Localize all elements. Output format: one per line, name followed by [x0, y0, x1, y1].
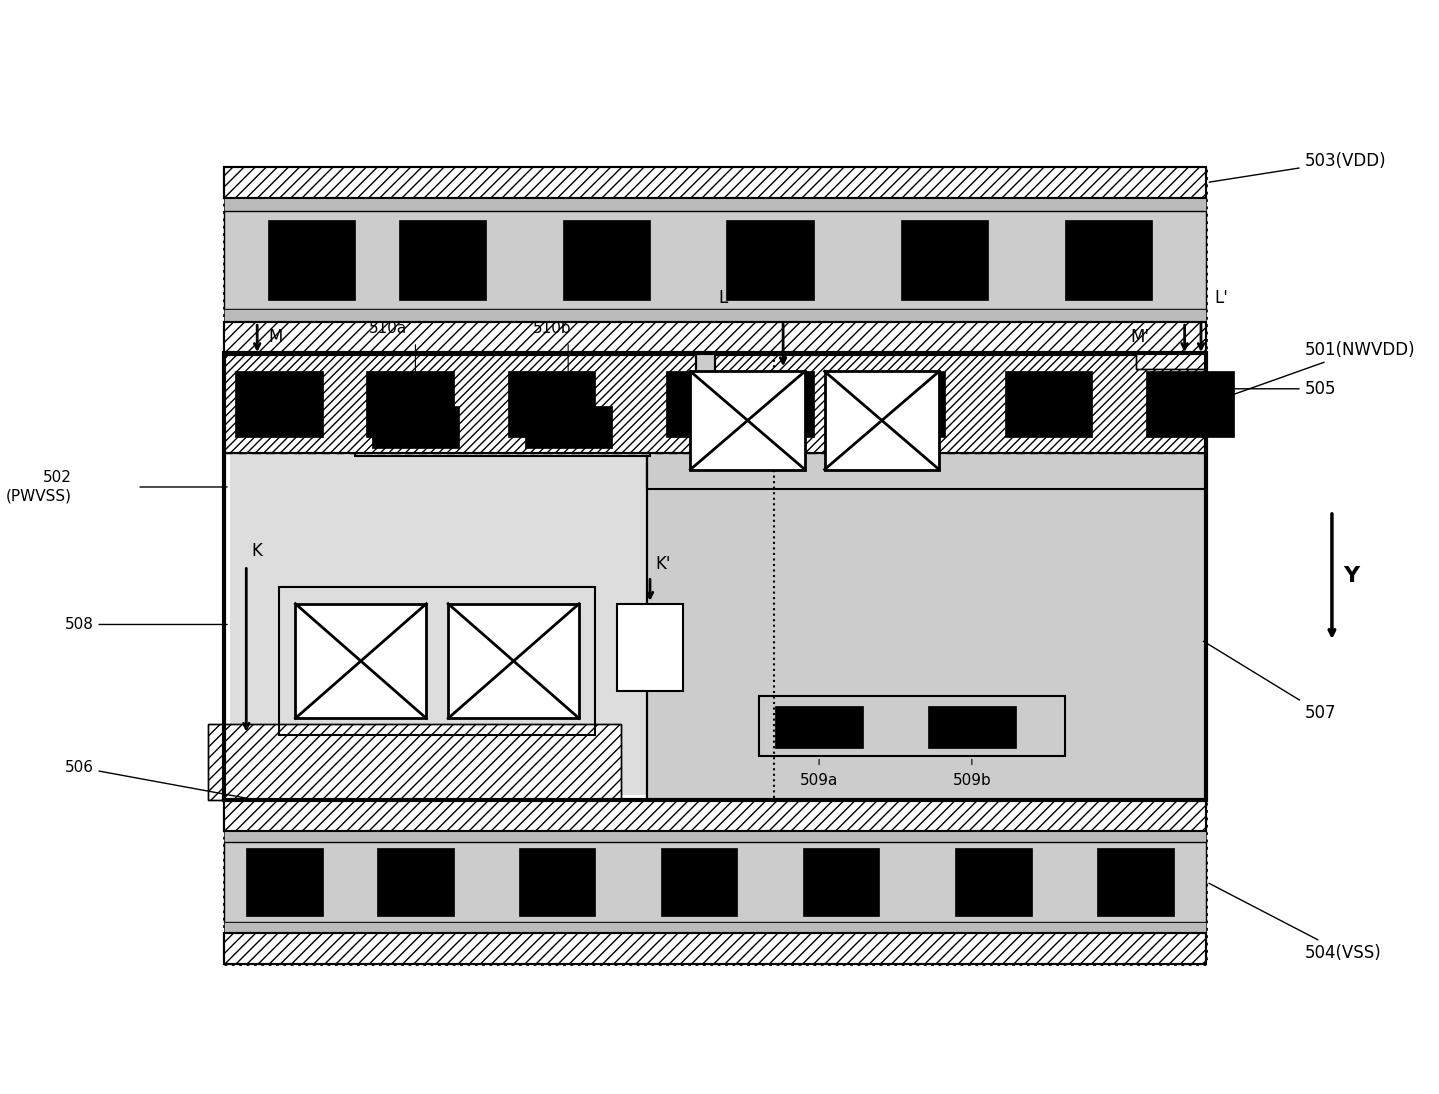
Bar [646, 352, 1206, 489]
Bar [224, 167, 1206, 198]
Bar [901, 220, 989, 301]
Bar [224, 800, 1206, 830]
Bar [646, 352, 1206, 489]
Bar [224, 167, 1206, 198]
Bar [279, 587, 596, 735]
Bar [224, 922, 1206, 933]
Bar [209, 724, 620, 800]
Text: K': K' [655, 555, 671, 573]
Bar [955, 848, 1032, 916]
Bar [666, 371, 754, 437]
Text: 504(VSS): 504(VSS) [1209, 883, 1381, 962]
Bar [617, 604, 682, 691]
Text: Y: Y [1343, 567, 1358, 586]
Bar [760, 697, 1065, 756]
Bar [371, 406, 459, 447]
Bar [224, 352, 1206, 800]
Bar [661, 848, 737, 916]
Bar [367, 371, 453, 437]
Bar [355, 396, 650, 456]
Bar [1004, 371, 1092, 437]
Bar [224, 323, 1206, 352]
Bar [646, 352, 1206, 800]
Bar [224, 800, 1206, 830]
Bar [646, 352, 1206, 800]
Text: 502
(PWVSS): 502 (PWVSS) [6, 470, 72, 504]
Bar [224, 323, 1206, 352]
Bar [1098, 848, 1174, 916]
Text: 507: 507 [1203, 641, 1337, 722]
Bar [1135, 352, 1206, 369]
Bar [224, 933, 1206, 964]
Bar [399, 220, 486, 301]
Bar [776, 707, 863, 748]
Bar [224, 841, 1206, 922]
Text: 510a: 510a [368, 322, 407, 337]
Bar [230, 454, 676, 794]
Bar [715, 354, 1206, 453]
Bar [224, 354, 696, 453]
Text: 506: 506 [65, 760, 255, 800]
Bar [209, 724, 620, 800]
Bar [224, 352, 774, 800]
Text: 509a: 509a [800, 772, 839, 788]
Text: M: M [268, 328, 282, 346]
Bar [803, 848, 879, 916]
Bar [727, 220, 813, 301]
Text: M': M' [1130, 328, 1150, 346]
Text: 510b: 510b [532, 322, 571, 337]
Bar [268, 220, 355, 301]
Bar [224, 310, 1206, 323]
Bar [691, 371, 804, 469]
Bar [508, 371, 596, 437]
Bar [224, 830, 1206, 841]
Text: 505: 505 [1209, 380, 1337, 398]
Bar [1147, 371, 1233, 437]
Bar [715, 354, 1206, 453]
Bar [1135, 352, 1206, 369]
Bar [377, 848, 453, 916]
Text: 501(NWVDD): 501(NWVDD) [1209, 340, 1416, 403]
Bar [246, 848, 322, 916]
Bar [224, 354, 696, 453]
Bar [519, 848, 596, 916]
Bar [224, 198, 1206, 211]
Bar [563, 220, 650, 301]
Text: 508: 508 [65, 617, 227, 632]
Bar [727, 371, 813, 437]
Bar [825, 371, 940, 469]
Bar [224, 167, 1206, 964]
Bar [928, 707, 1016, 748]
Text: L': L' [1215, 289, 1227, 307]
Text: L: L [718, 289, 728, 307]
Bar [1065, 220, 1151, 301]
Bar [524, 406, 612, 447]
Bar [224, 211, 1206, 310]
Bar [224, 933, 1206, 964]
Bar [858, 371, 944, 437]
Text: K: K [252, 543, 262, 560]
Bar [295, 604, 426, 719]
Bar [236, 371, 322, 437]
Text: 509b: 509b [953, 772, 991, 788]
Bar [448, 604, 578, 719]
Text: 503(VDD): 503(VDD) [1209, 152, 1386, 182]
